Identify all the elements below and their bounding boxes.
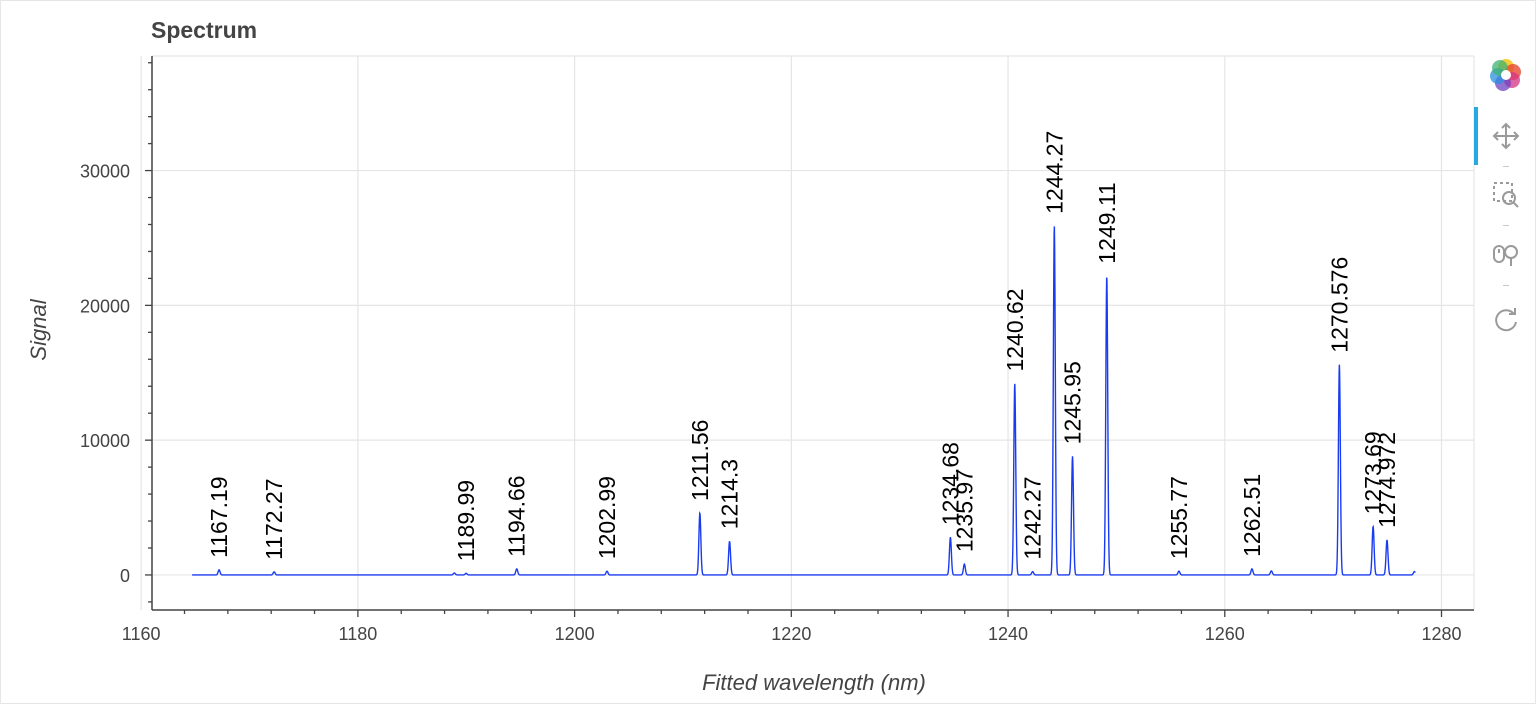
grid <box>140 55 1475 610</box>
peak-label: 1244.27 <box>1041 131 1067 214</box>
peak-label: 1167.19 <box>206 476 232 557</box>
peak-label: 1234.68 <box>937 442 963 525</box>
y-tick-label: 0 <box>120 566 130 586</box>
box-zoom-icon[interactable] <box>1488 177 1524 213</box>
x-tick-label: 1260 <box>1205 624 1245 644</box>
spectrum-line <box>192 226 1416 576</box>
peak-label: 1235.97 <box>951 469 977 552</box>
peak-labels: 1167.19 1172.27 1189.99 1194.66 1202.99 1211.… <box>206 131 1400 562</box>
peak-label: 1240.62 <box>1002 288 1028 371</box>
peak-label: 1245.95 <box>1060 361 1086 444</box>
peak-label: 1242.27 <box>1020 476 1046 559</box>
ticks: 1160 1180 1200 1220 1240 1260 1280 0 10000 20000 3… <box>80 62 1462 644</box>
active-tool-indicator <box>1474 107 1478 165</box>
peak-label: 1214.3 <box>717 459 743 529</box>
bokeh-logo-icon[interactable] <box>1488 57 1524 93</box>
tool-separator <box>1503 285 1509 286</box>
toolbar <box>1474 50 1536 350</box>
reset-icon[interactable] <box>1488 302 1524 338</box>
peak-label: 1273.69 <box>1360 431 1386 514</box>
y-tick-label: 10000 <box>80 431 130 451</box>
x-tick-label: 1180 <box>339 624 378 644</box>
peak-label: 1249.11 <box>1094 182 1120 263</box>
axes <box>151 56 1474 611</box>
peak-label: 1274.972 <box>1374 432 1400 528</box>
tool-separator <box>1503 225 1509 226</box>
peak-label: 1202.99 <box>594 476 620 559</box>
tool-separator <box>1503 166 1509 167</box>
peak-label: 1172.27 <box>261 478 287 559</box>
x-tick-label: 1240 <box>988 624 1028 644</box>
x-tick-label: 1200 <box>555 624 595 644</box>
x-tick-label: 1280 <box>1421 624 1461 644</box>
move-arrows-icon[interactable] <box>1488 118 1524 154</box>
wheel-zoom-icon[interactable] <box>1488 237 1524 273</box>
y-tick-label: 30000 <box>80 162 130 182</box>
peak-label: 1270.576 <box>1326 257 1352 353</box>
y-tick-label: 20000 <box>80 296 130 316</box>
peak-label: 1189.99 <box>453 480 479 561</box>
peak-label: 1211.56 <box>687 420 713 501</box>
peak-label: 1255.77 <box>1166 476 1192 559</box>
x-tick-label: 1160 <box>122 624 161 644</box>
x-axis-label: Fitted wavelength (nm) <box>702 670 926 695</box>
x-tick-label: 1220 <box>771 624 811 644</box>
y-axis-label: Signal <box>26 298 51 360</box>
peak-label: 1194.66 <box>504 475 530 556</box>
plot-title: Spectrum <box>151 17 258 43</box>
peak-label: 1262.51 <box>1239 474 1265 557</box>
